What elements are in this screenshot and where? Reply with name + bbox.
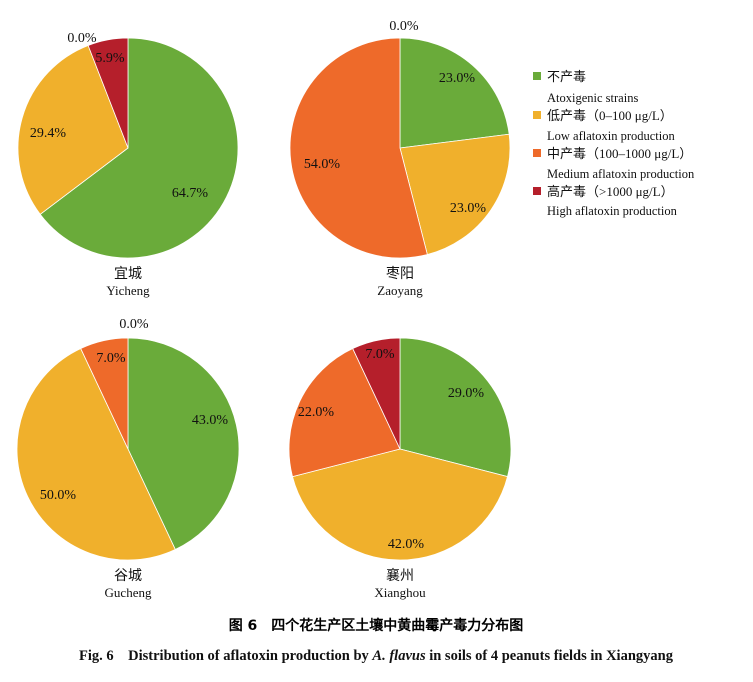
pie-slice-high	[87, 37, 129, 149]
legend-label-en: Atoxigenic strains	[547, 91, 638, 105]
legend-label-zh: 高产毒（>1000 μg/L）	[547, 184, 674, 199]
caption-en-prefix: Fig. 6 Distribution of aflatoxin product…	[79, 648, 372, 664]
data-label-medium: 54.0%	[304, 157, 341, 172]
pie-slice-medium	[288, 348, 401, 478]
pie-slice-medium	[289, 37, 428, 259]
legend-label-en: High aflatoxin production	[547, 204, 678, 218]
data-label-medium: 7.0%	[96, 351, 126, 366]
data-label-atoxigenic: 43.0%	[192, 413, 229, 428]
place-label-zh: 谷城	[114, 568, 142, 584]
data-label-medium: 22.0%	[298, 405, 335, 420]
data-label-medium: 0.0%	[67, 31, 97, 46]
data-label-high: 0.0%	[119, 317, 149, 332]
data-label-low: 23.0%	[450, 201, 487, 216]
place-label-en: Yicheng	[106, 283, 150, 298]
data-label-atoxigenic: 64.7%	[172, 186, 209, 201]
data-label-low: 50.0%	[40, 488, 77, 503]
pie-slice-atoxigenic	[127, 337, 240, 550]
pie-slice-high	[352, 337, 401, 450]
pie-slice-atoxigenic	[399, 337, 512, 478]
place-label-en: Zaoyang	[377, 283, 423, 298]
legend-label-en: Medium aflatoxin production	[547, 167, 695, 181]
caption-zh: 图 6 四个花生产区土壤中黄曲霉产毒力分布图	[229, 617, 524, 634]
data-label-atoxigenic: 29.0%	[448, 386, 485, 401]
data-label-high: 7.0%	[365, 347, 395, 362]
legend-label-zh: 低产毒（0–100 μg/L）	[547, 108, 673, 123]
place-label-en: Gucheng	[105, 585, 152, 600]
pie-slice-atoxigenic	[399, 37, 510, 149]
legend-label-en: Low aflatoxin production	[547, 129, 675, 143]
legend-label-zh: 中产毒（100–1000 μg/L）	[547, 146, 692, 161]
place-label-zh: 襄州	[386, 568, 414, 584]
data-label-high: 5.9%	[95, 51, 125, 66]
pie-slice-low	[399, 133, 511, 256]
place-label-en: Xianghou	[374, 585, 426, 600]
legend-swatch-low	[533, 111, 541, 119]
place-label-zh: 宜城	[114, 266, 142, 282]
legend: 不产毒 Atoxigenic strains 低产毒（0–100 μg/L） L…	[533, 69, 695, 218]
caption-en-italic: A. flavus	[371, 648, 426, 664]
pie-slice-low	[16, 348, 176, 561]
caption-en: Fig. 6 Distribution of aflatoxin product…	[79, 648, 674, 664]
pie-slice-low	[292, 448, 508, 561]
place-label-zh: 枣阳	[386, 266, 414, 282]
pie-slice-medium	[80, 337, 129, 450]
legend-swatch-medium	[533, 149, 541, 157]
data-label-atoxigenic: 23.0%	[439, 71, 476, 86]
data-label-high: 0.0%	[389, 19, 419, 34]
legend-label-zh: 不产毒	[547, 69, 586, 84]
caption-en-suffix: in soils of 4 peanuts fields in Xiangyan…	[426, 648, 674, 664]
pie-slice-low	[17, 44, 129, 215]
data-label-low: 29.4%	[30, 126, 67, 141]
legend-swatch-high	[533, 187, 541, 195]
legend-swatch-atoxigenic	[533, 72, 541, 80]
data-label-low: 42.0%	[388, 537, 425, 552]
pie-slice-atoxigenic	[39, 37, 239, 259]
